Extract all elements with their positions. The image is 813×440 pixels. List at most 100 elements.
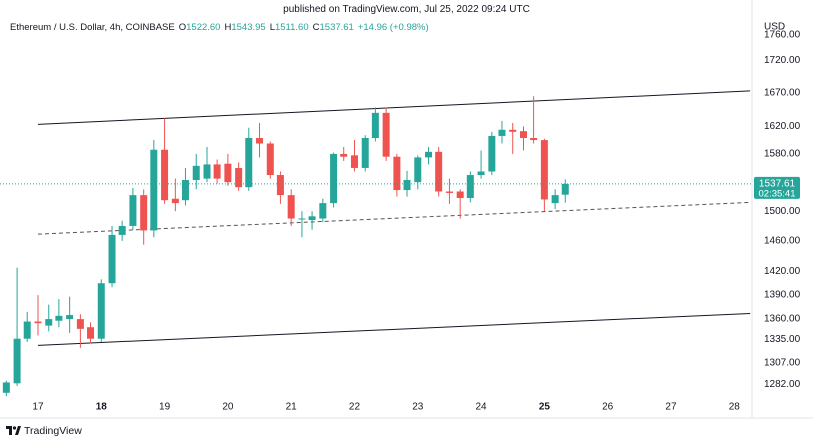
trendline: [37, 312, 751, 346]
candle-body: [477, 171, 485, 176]
y-tick-label: 1335.00: [764, 334, 801, 345]
candle-body: [76, 319, 84, 329]
candle-body: [108, 234, 116, 284]
candle-body: [361, 137, 369, 168]
candle-body: [298, 218, 306, 220]
brand-name: TradingView: [24, 425, 82, 437]
candle-body: [540, 140, 548, 200]
candle-body: [13, 338, 21, 384]
candle-body: [530, 137, 538, 141]
currency: USD: [764, 22, 785, 33]
candle-body: [456, 191, 464, 199]
legend-key: C: [312, 22, 320, 33]
candle-body: [171, 198, 179, 204]
brand-logo: [6, 426, 21, 435]
candle-body: [235, 167, 243, 188]
candle-body: [181, 180, 189, 201]
x-tick-label: 22: [349, 402, 361, 413]
legend-value: 1537.61: [319, 22, 354, 33]
y-tick-label: 1670.00: [764, 88, 801, 99]
candle-body: [150, 149, 158, 231]
legend-change: +14.96 (+0.98%): [357, 22, 429, 33]
candle-body: [350, 155, 358, 168]
candle-body: [192, 165, 200, 181]
candle-body: [129, 195, 137, 226]
x-tick-label: 17: [32, 402, 44, 413]
candle-body: [488, 135, 496, 172]
legend-value: 1522.60: [186, 22, 221, 33]
legend-value: 1511.60: [274, 22, 309, 33]
candle-body: [276, 175, 284, 196]
candle-body: [319, 203, 327, 219]
candle-body: [551, 195, 559, 204]
x-tick-label: 24: [476, 402, 488, 413]
candle-body: [330, 153, 338, 204]
candle-body: [414, 157, 422, 183]
x-tick-label: 28: [729, 402, 741, 413]
legend-value: 1543.95: [231, 22, 266, 33]
candle-body: [45, 319, 53, 326]
x-tick-label: 26: [602, 402, 614, 413]
price-label: 1537.61: [759, 179, 796, 190]
candle-body: [393, 156, 401, 191]
legend-item: O1522.60: [179, 22, 221, 33]
candle-body: [245, 137, 253, 188]
x-tick-label: 19: [159, 402, 171, 413]
candle-body: [2, 382, 10, 393]
candle-body: [34, 321, 42, 324]
legend-item: L1511.60: [270, 22, 309, 33]
candle-body: [308, 216, 316, 221]
candle-body: [140, 195, 148, 231]
y-tick-label: 1420.00: [764, 266, 801, 277]
x-tick-label: 20: [222, 402, 234, 413]
candle-body: [509, 129, 517, 132]
x-tick-label: 27: [665, 402, 677, 413]
candle-body: [224, 163, 232, 183]
y-tick-label: 1620.00: [764, 121, 801, 132]
countdown: 02:35:41: [759, 188, 796, 199]
candle-body: [498, 129, 506, 136]
candle-body: [425, 151, 433, 158]
legend-item: H1543.95: [224, 22, 265, 33]
candle-body: [445, 191, 453, 193]
y-tick-label: 1580.00: [764, 149, 801, 160]
x-tick-label: 21: [286, 402, 298, 413]
candle-body: [213, 164, 221, 179]
legend-key: O: [178, 22, 187, 33]
y-tick-label: 1307.00: [764, 358, 801, 369]
y-tick-label: 1720.00: [764, 55, 801, 66]
legend-key: L: [269, 22, 275, 33]
candle-body: [203, 164, 211, 179]
candle-body: [23, 321, 31, 339]
x-tick-label: 23: [412, 402, 424, 413]
trendline: [37, 90, 751, 125]
candle-body: [435, 151, 443, 192]
candle-body: [97, 283, 105, 339]
y-tick-label: 1282.00: [764, 379, 801, 390]
legend-key: H: [224, 22, 232, 33]
x-tick-label: 25: [539, 402, 551, 413]
y-tick-label: 1390.00: [764, 290, 801, 301]
candle-body: [340, 153, 348, 157]
candle-body: [161, 149, 169, 201]
y-tick-label: 1360.00: [764, 314, 801, 325]
candle-body: [55, 315, 63, 321]
legend-item: C1537.61: [313, 22, 354, 33]
candle-body: [66, 315, 74, 320]
candle-body: [118, 225, 126, 235]
candle-body: [287, 195, 295, 219]
x-tick-label: 18: [96, 402, 108, 413]
candle-body: [382, 112, 390, 157]
candle-body: [403, 180, 411, 191]
price-label-box: [754, 176, 800, 199]
candle-body: [371, 112, 379, 138]
y-tick-label: 1460.00: [764, 236, 801, 247]
candle-body: [466, 175, 474, 199]
y-tick-label: 1500.00: [764, 206, 801, 217]
candle-body: [266, 143, 274, 176]
legend-symbol: Ethereum / U.S. Dollar, 4h, COINBASE: [10, 22, 175, 33]
candle-body: [519, 131, 527, 138]
candle-body: [561, 183, 569, 195]
